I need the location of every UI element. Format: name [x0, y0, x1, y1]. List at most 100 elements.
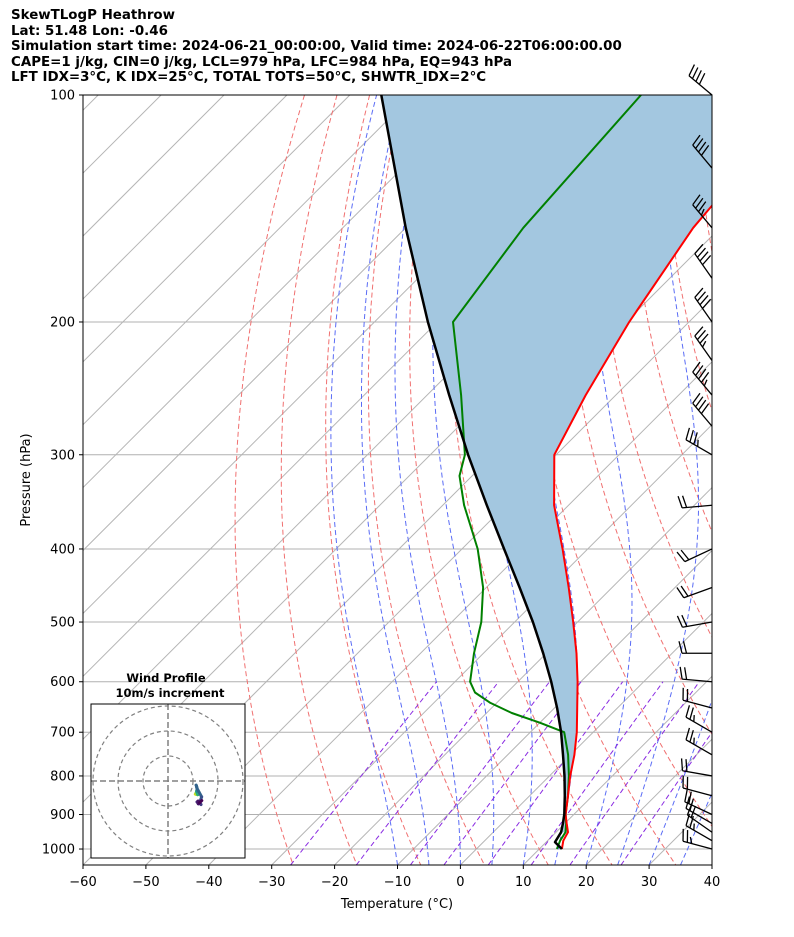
x-axis-label: Temperature (°C)	[340, 897, 453, 912]
wind-barb	[684, 789, 713, 816]
y-axis-label: Pressure (hPa)	[19, 433, 34, 526]
wind-barb	[685, 705, 713, 733]
y-tick-label: 800	[50, 769, 75, 784]
times-line: Simulation start time: 2024-06-21_00:00:…	[11, 39, 622, 55]
y-tick-label: 600	[50, 675, 75, 690]
moist-adiabat-line	[432, 95, 495, 865]
x-tick-label: −10	[384, 875, 411, 890]
dry-adiabat-line	[367, 95, 485, 865]
wind-barb	[694, 326, 713, 361]
wind-barb	[682, 775, 713, 797]
series-layer	[380, 95, 712, 850]
moist-adiabat-line	[361, 95, 430, 865]
isotherm-line	[208, 361, 712, 865]
mixing-ratio-line	[409, 681, 550, 865]
moist-adiabat-line	[585, 95, 633, 865]
indices-line-1: CAPE=1 j/kg, CIN=0 j/kg, LCL=979 hPa, LF…	[11, 54, 513, 70]
inset-subtitle: 10m/s increment	[116, 686, 225, 700]
temperature-line	[553, 204, 712, 850]
mixing-ratio-line	[569, 681, 700, 865]
cape-fill-layer	[381, 95, 712, 833]
wind-barbs-layer	[676, 64, 713, 850]
y-tick-label: 400	[50, 542, 75, 557]
wind-barb	[692, 134, 713, 169]
isotherm-line	[83, 95, 351, 363]
dry-adiabat-line	[662, 95, 712, 413]
chart-title: SkewTLogP Heathrow	[11, 8, 176, 23]
wind-barb	[676, 548, 713, 563]
mixing-ratio-line	[355, 681, 499, 865]
dry-adiabat-line	[694, 95, 712, 255]
dry-adiabat-line	[234, 95, 305, 865]
isotherm-line	[334, 486, 712, 865]
moist-adiabat-line	[648, 698, 712, 865]
wind-barb	[678, 641, 712, 654]
x-tick-label: 30	[641, 875, 658, 890]
dry-adiabat-line	[629, 95, 712, 533]
wind-profile-inset: Wind Profile 10m/s increment	[90, 671, 246, 859]
mixing-ratio-line	[530, 681, 664, 865]
y-tick-label: 1000	[42, 843, 75, 858]
wind-barb	[694, 287, 713, 323]
isotherm-line	[83, 95, 414, 426]
y-tick-label: 700	[50, 726, 75, 741]
hodograph-layer	[91, 704, 245, 858]
dry-adiabat-line	[761, 95, 794, 865]
x-tick-label: 40	[704, 875, 721, 890]
x-tick-label: 0	[456, 875, 464, 890]
x-tick-label: 10	[515, 875, 532, 890]
isotherm-line	[460, 612, 712, 865]
hodograph-segment	[195, 786, 204, 799]
wind-barb	[676, 585, 713, 599]
moist-adiabat-line	[711, 863, 712, 865]
chart-header: SkewTLogP Heathrow Lat: 51.48 Lon: -0.46…	[11, 8, 791, 86]
mixing-ratio-line	[487, 681, 624, 865]
dry-adiabat-line	[524, 95, 712, 828]
mixing-ratio-line	[290, 681, 437, 865]
indices-line-2: LFT IDX=3°C, K IDX=25°C, TOTAL TOTS=50°C…	[11, 70, 487, 86]
wind-barb	[694, 243, 713, 279]
axis-ticks-layer: −60 −50 −40 −30 −20 −10 0 10 20 30 40 100 200 300 400 5…	[42, 89, 720, 891]
y-tick-label: 300	[50, 448, 75, 463]
y-tick-label: 200	[50, 315, 75, 330]
x-tick-label: 20	[578, 875, 595, 890]
isotherm-line	[397, 549, 712, 865]
moist-adiabat-line	[617, 95, 699, 865]
isotherm-line	[522, 675, 712, 865]
mixing-ratio-line	[620, 731, 712, 865]
parcel-line	[380, 95, 567, 850]
mixing-ratio-line	[443, 681, 582, 865]
dry-adiabat-line	[280, 95, 358, 865]
wind-barb	[688, 64, 713, 96]
y-tick-label: 100	[50, 89, 75, 104]
wind-barb	[692, 392, 713, 427]
wind-barb	[676, 614, 713, 628]
moist-adiabat-line	[394, 95, 461, 865]
isotherm-line	[775, 95, 794, 865]
y-tick-label: 900	[50, 808, 75, 823]
x-tick-label: −50	[132, 875, 159, 890]
x-tick-label: −60	[69, 875, 96, 890]
isotherm-line	[83, 95, 225, 237]
wind-barb	[685, 727, 713, 756]
dry-adiabat-line	[595, 95, 712, 639]
location-line: Lat: 51.48 Lon: -0.46	[11, 23, 168, 39]
cape-fill-area	[381, 95, 712, 833]
dry-adiabat-line	[409, 95, 549, 865]
hodograph-segment	[198, 799, 204, 805]
wind-barb	[677, 495, 713, 509]
wind-barb	[685, 813, 713, 842]
wind-barb	[692, 361, 713, 396]
wind-barb	[680, 758, 713, 777]
isotherm-line	[83, 95, 288, 300]
x-tick-label: −20	[321, 875, 348, 890]
isotherm-line	[711, 864, 712, 865]
wind-barb	[682, 687, 713, 709]
isotherm-line	[271, 423, 712, 865]
dry-adiabat-line	[448, 95, 613, 865]
wind-barb	[682, 828, 713, 850]
y-tick-label: 500	[50, 616, 75, 631]
dry-adiabat-line	[728, 95, 794, 865]
wind-barb	[692, 194, 713, 229]
